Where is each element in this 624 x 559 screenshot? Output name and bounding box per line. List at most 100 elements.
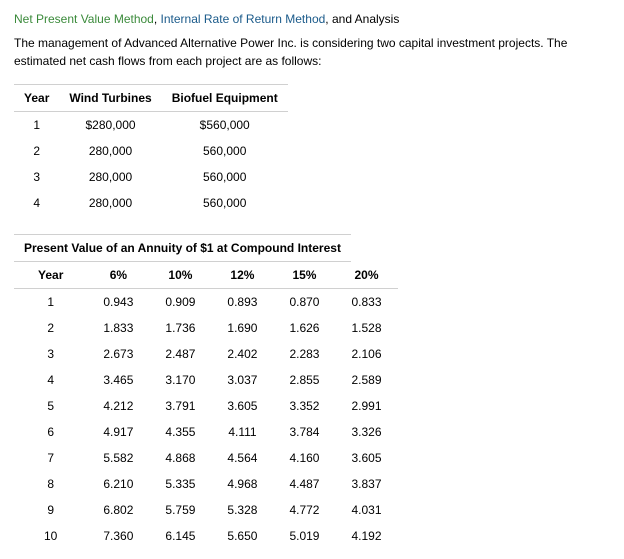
annuity-cell-r15: 3.352 xyxy=(273,393,335,419)
annuity-cell-r6: 6.802 xyxy=(87,497,149,523)
npv-link[interactable]: Net Present Value Method xyxy=(14,12,154,26)
annuity-cell-r10: 2.487 xyxy=(149,341,211,367)
cashflows-cell-year: 3 xyxy=(14,164,59,190)
annuity-cell-year: 4 xyxy=(14,367,87,393)
cashflows-table: Year Wind Turbines Biofuel Equipment 1$2… xyxy=(14,84,288,216)
cashflows-cell-wind: 280,000 xyxy=(59,138,161,164)
annuity-cell-r20: 4.192 xyxy=(335,523,397,549)
annuity-cell-r6: 4.917 xyxy=(87,419,149,445)
annuity-cell-r10: 1.736 xyxy=(149,315,211,341)
heading-tail: , and Analysis xyxy=(325,12,399,26)
annuity-cell-r6: 1.833 xyxy=(87,315,149,341)
annuity-cell-r12: 3.605 xyxy=(211,393,273,419)
annuity-cell-r10: 6.145 xyxy=(149,523,211,549)
annuity-row: 54.2123.7913.6053.3522.991 xyxy=(14,393,398,419)
annuity-cell-r6: 4.212 xyxy=(87,393,149,419)
annuity-row: 21.8331.7361.6901.6261.528 xyxy=(14,315,398,341)
cashflows-header-wind: Wind Turbines xyxy=(59,85,161,112)
annuity-row: 43.4653.1703.0372.8552.589 xyxy=(14,367,398,393)
cashflows-row: 3280,000560,000 xyxy=(14,164,288,190)
cashflows-cell-biofuel: $560,000 xyxy=(162,112,288,139)
annuity-header-10: 10% xyxy=(149,262,211,289)
intro-paragraph: The management of Advanced Alternative P… xyxy=(14,34,610,70)
annuity-cell-r15: 4.487 xyxy=(273,471,335,497)
annuity-cell-year: 5 xyxy=(14,393,87,419)
cashflows-cell-biofuel: 560,000 xyxy=(162,138,288,164)
annuity-header-20: 20% xyxy=(335,262,397,289)
annuity-row: 10.9430.9090.8930.8700.833 xyxy=(14,289,398,316)
annuity-header-year: Year xyxy=(14,262,87,289)
annuity-cell-year: 3 xyxy=(14,341,87,367)
annuity-cell-r15: 1.626 xyxy=(273,315,335,341)
annuity-cell-r6: 5.582 xyxy=(87,445,149,471)
annuity-cell-r20: 4.031 xyxy=(335,497,397,523)
annuity-cell-r20: 3.605 xyxy=(335,445,397,471)
annuity-cell-r15: 4.160 xyxy=(273,445,335,471)
annuity-cell-r6: 2.673 xyxy=(87,341,149,367)
cashflows-cell-biofuel: 560,000 xyxy=(162,190,288,216)
annuity-cell-year: 7 xyxy=(14,445,87,471)
annuity-cell-r20: 2.589 xyxy=(335,367,397,393)
cashflows-cell-wind: $280,000 xyxy=(59,112,161,139)
cashflows-cell-wind: 280,000 xyxy=(59,190,161,216)
annuity-cell-r15: 4.772 xyxy=(273,497,335,523)
annuity-cell-r12: 5.328 xyxy=(211,497,273,523)
annuity-cell-r10: 5.759 xyxy=(149,497,211,523)
annuity-cell-r20: 3.326 xyxy=(335,419,397,445)
annuity-cell-r10: 5.335 xyxy=(149,471,211,497)
cashflows-row: 1$280,000$560,000 xyxy=(14,112,288,139)
cashflows-cell-wind: 280,000 xyxy=(59,164,161,190)
annuity-cell-r20: 0.833 xyxy=(335,289,397,316)
annuity-cell-r12: 5.650 xyxy=(211,523,273,549)
annuity-cell-r12: 4.968 xyxy=(211,471,273,497)
cashflows-row: 4280,000560,000 xyxy=(14,190,288,216)
annuity-caption: Present Value of an Annuity of $1 at Com… xyxy=(14,234,351,262)
annuity-cell-r6: 0.943 xyxy=(87,289,149,316)
annuity-header-row: Year 6% 10% 12% 15% 20% xyxy=(14,262,398,289)
annuity-cell-r15: 3.784 xyxy=(273,419,335,445)
annuity-cell-r12: 4.111 xyxy=(211,419,273,445)
annuity-cell-r10: 3.170 xyxy=(149,367,211,393)
cashflows-header-year: Year xyxy=(14,85,59,112)
annuity-cell-year: 10 xyxy=(14,523,87,549)
cashflows-header-row: Year Wind Turbines Biofuel Equipment xyxy=(14,85,288,112)
annuity-cell-year: 9 xyxy=(14,497,87,523)
annuity-cell-r20: 3.837 xyxy=(335,471,397,497)
annuity-header-15: 15% xyxy=(273,262,335,289)
annuity-cell-r10: 3.791 xyxy=(149,393,211,419)
annuity-cell-r10: 4.355 xyxy=(149,419,211,445)
cashflows-cell-year: 1 xyxy=(14,112,59,139)
annuity-cell-r12: 1.690 xyxy=(211,315,273,341)
annuity-row: 86.2105.3354.9684.4873.837 xyxy=(14,471,398,497)
annuity-cell-year: 2 xyxy=(14,315,87,341)
annuity-cell-year: 8 xyxy=(14,471,87,497)
annuity-cell-r12: 2.402 xyxy=(211,341,273,367)
cashflows-row: 2280,000560,000 xyxy=(14,138,288,164)
annuity-header-6: 6% xyxy=(87,262,149,289)
cashflows-cell-biofuel: 560,000 xyxy=(162,164,288,190)
annuity-cell-r20: 1.528 xyxy=(335,315,397,341)
annuity-cell-r15: 5.019 xyxy=(273,523,335,549)
annuity-cell-r10: 4.868 xyxy=(149,445,211,471)
cashflows-cell-year: 4 xyxy=(14,190,59,216)
annuity-row: 96.8025.7595.3284.7724.031 xyxy=(14,497,398,523)
irr-link[interactable]: Internal Rate of Return Method xyxy=(161,12,326,26)
annuity-cell-r6: 7.360 xyxy=(87,523,149,549)
annuity-cell-year: 1 xyxy=(14,289,87,316)
annuity-table: Year 6% 10% 12% 15% 20% 10.9430.9090.893… xyxy=(14,262,398,549)
annuity-row: 64.9174.3554.1113.7843.326 xyxy=(14,419,398,445)
annuity-cell-r15: 2.283 xyxy=(273,341,335,367)
annuity-cell-r12: 0.893 xyxy=(211,289,273,316)
annuity-cell-r6: 6.210 xyxy=(87,471,149,497)
annuity-cell-r10: 0.909 xyxy=(149,289,211,316)
heading-sep-1: , xyxy=(154,12,161,26)
annuity-cell-r12: 4.564 xyxy=(211,445,273,471)
cashflows-cell-year: 2 xyxy=(14,138,59,164)
annuity-cell-r20: 2.991 xyxy=(335,393,397,419)
annuity-cell-r12: 3.037 xyxy=(211,367,273,393)
annuity-row: 75.5824.8684.5644.1603.605 xyxy=(14,445,398,471)
annuity-cell-r6: 3.465 xyxy=(87,367,149,393)
annuity-cell-r15: 0.870 xyxy=(273,289,335,316)
annuity-header-12: 12% xyxy=(211,262,273,289)
annuity-cell-r15: 2.855 xyxy=(273,367,335,393)
